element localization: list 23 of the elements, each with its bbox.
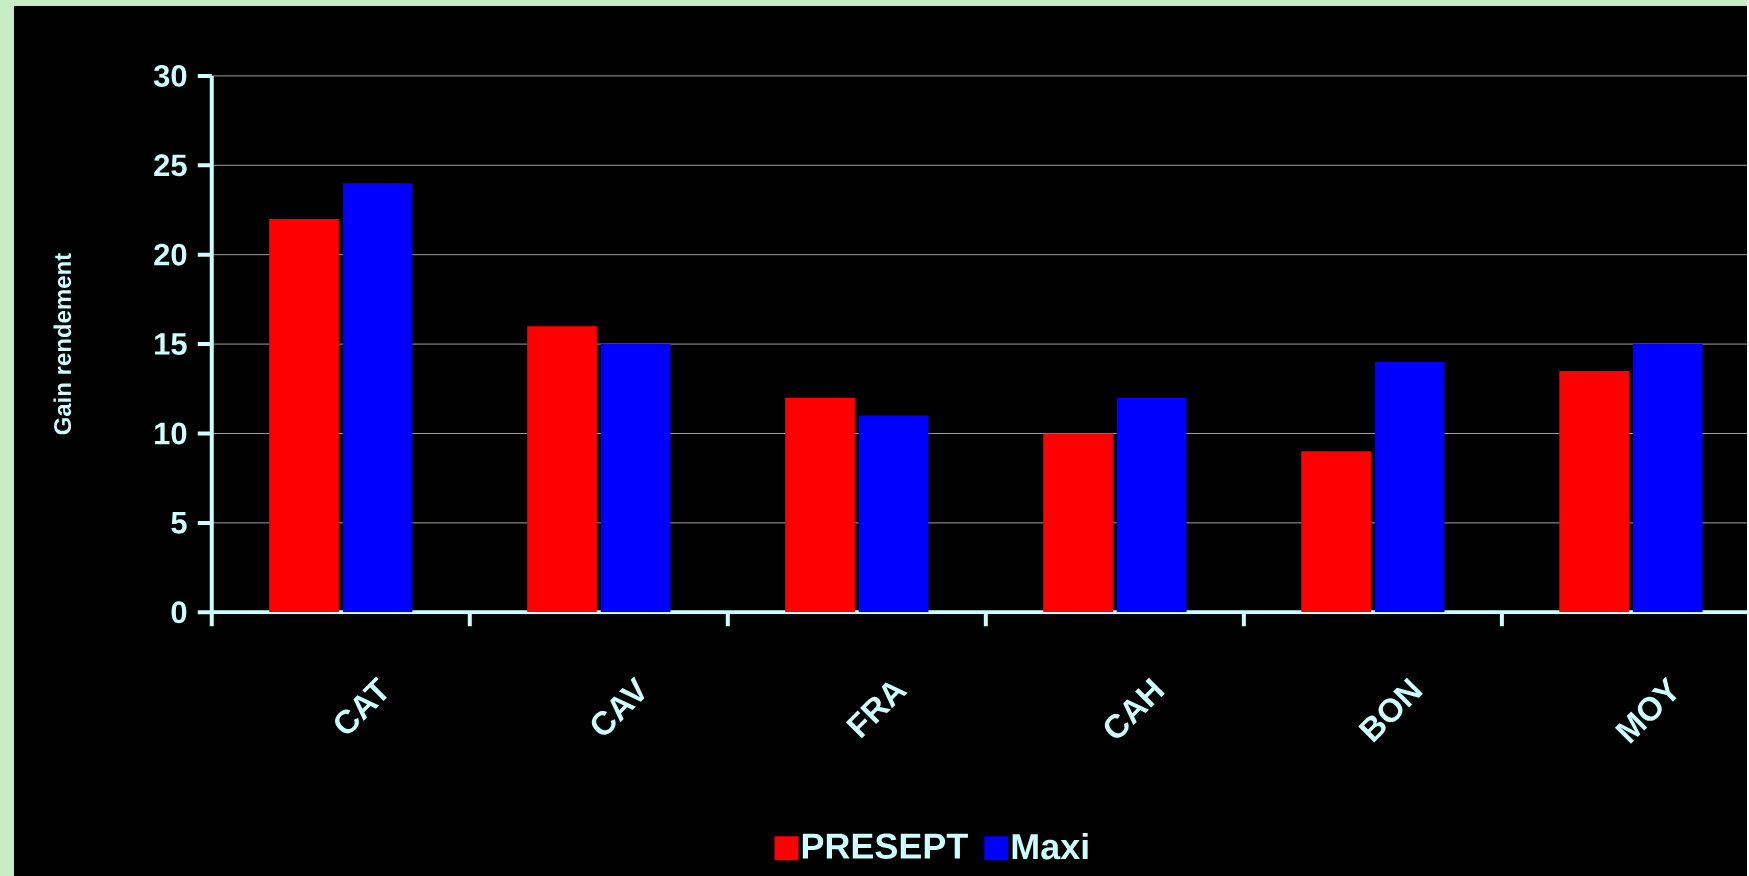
bar <box>1116 397 1187 613</box>
bar <box>1043 433 1113 613</box>
y-axis-title: Gain rendement <box>53 253 72 435</box>
bar <box>269 218 339 613</box>
y-tick-label: 15 <box>155 333 187 355</box>
y-tick-label: 25 <box>154 154 187 177</box>
y-tick-label: 20 <box>154 243 187 266</box>
legend-label: PRESEPT <box>802 833 968 859</box>
y-tick-label: 30 <box>153 64 187 87</box>
bar <box>1632 344 1703 613</box>
bar <box>785 397 855 613</box>
bar <box>1301 451 1371 613</box>
bar <box>600 344 671 613</box>
bar <box>1374 361 1445 613</box>
y-tick-label: 10 <box>155 422 187 445</box>
bar <box>858 415 929 613</box>
bar <box>1559 370 1629 613</box>
bar <box>527 326 597 613</box>
bar <box>342 183 413 613</box>
legend-label: Maxi <box>1012 833 1088 860</box>
x-tick-label: FRA <box>845 682 908 739</box>
y-tick-label: 5 <box>171 512 187 534</box>
y-tick-label: 0 <box>171 601 187 624</box>
